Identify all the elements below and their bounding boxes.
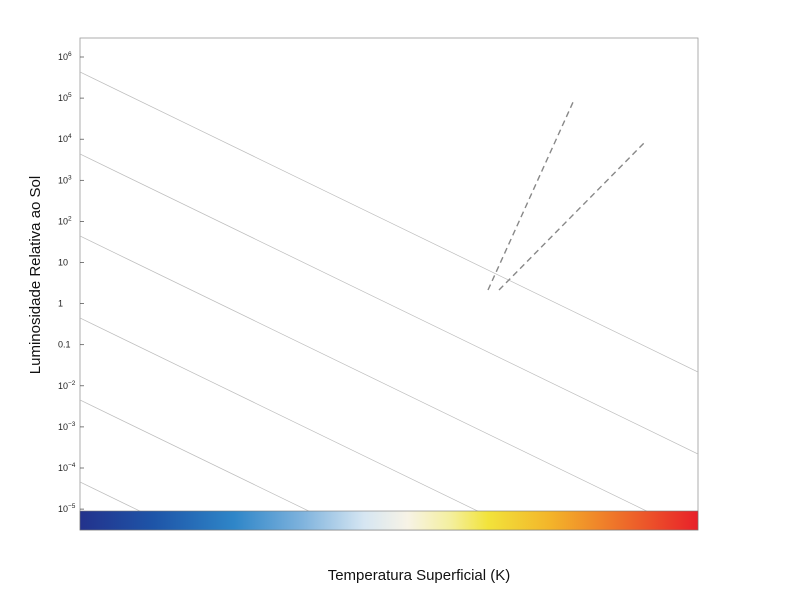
- y-tick-label: 106: [58, 51, 72, 62]
- y-tick-label: 10: [58, 258, 68, 268]
- x-axis-title: Temperatura Superficial (K): [328, 567, 511, 584]
- y-tick-label: 0.1: [58, 340, 71, 350]
- radius-guide-line: [80, 399, 310, 511]
- y-axis-title: Luminosidade Relativa ao Sol: [27, 176, 44, 374]
- y-tick-label: 1: [58, 299, 63, 309]
- y-tick-label: 10−3: [58, 421, 76, 432]
- y-tick-label: 10−4: [58, 462, 76, 473]
- y-tick-label: 10−2: [58, 380, 76, 391]
- radius-lines: [80, 71, 698, 511]
- y-tick-label: 10−5: [58, 503, 76, 514]
- radius-guide-line: [80, 235, 648, 511]
- radius-guide-line: [80, 71, 698, 373]
- branch-lines: [487, 99, 647, 291]
- giant-branch-line: [498, 140, 647, 291]
- y-tick-label: 104: [58, 133, 72, 144]
- radius-guide-line: [80, 153, 698, 455]
- y-tick-label: 102: [58, 215, 72, 226]
- spectral-bar: [79, 510, 699, 531]
- plot-frame: [79, 37, 699, 531]
- giant-branch-line: [487, 99, 575, 291]
- y-tick-label: 103: [58, 174, 72, 185]
- radius-guide-line: [80, 317, 479, 511]
- y-tick-label: 105: [58, 92, 72, 103]
